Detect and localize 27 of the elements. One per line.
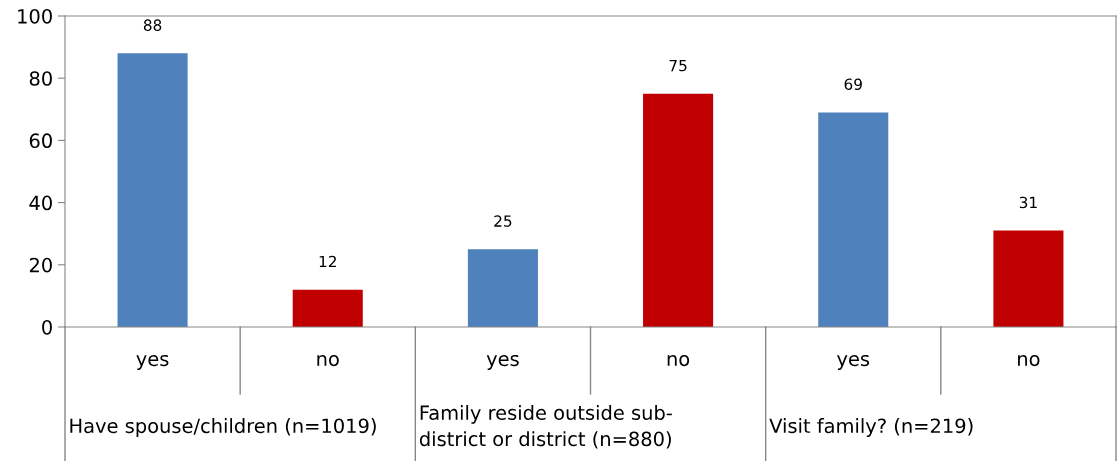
text: Visit family? (n=219): [769, 418, 973, 437]
y-tick-label: 40: [29, 195, 52, 211]
text: Family reside outside sub- district or district (n=880): [419, 404, 672, 449]
data-label: 25: [494, 215, 512, 227]
x-tick-label: no: [317, 354, 339, 367]
data-label: 69: [844, 78, 862, 91]
y-tick-label: 0: [42, 319, 52, 335]
x-tick-label: yes: [136, 354, 169, 370]
bar: [993, 230, 1064, 327]
text: Have spouse/children (n=1019): [70, 418, 376, 437]
data-label: 88: [143, 19, 162, 31]
bar: [643, 93, 714, 327]
bar: [117, 53, 188, 327]
x-tick-label: no: [1018, 354, 1040, 367]
data-label: 31: [1019, 196, 1037, 209]
bar: [292, 289, 363, 327]
bar: [818, 112, 889, 327]
y-tick-label: 60: [29, 133, 52, 149]
data-label: 75: [669, 59, 687, 72]
x-tick-label: yes: [837, 354, 870, 370]
y-tick-label: 80: [29, 71, 52, 86]
y-tick-label: 20: [29, 257, 52, 273]
bar: [467, 249, 538, 327]
data-label: 12: [319, 255, 336, 268]
x-tick-label: yes: [486, 354, 519, 370]
x-tick-label: no: [667, 354, 690, 367]
y-tick-label: 100: [18, 8, 52, 24]
